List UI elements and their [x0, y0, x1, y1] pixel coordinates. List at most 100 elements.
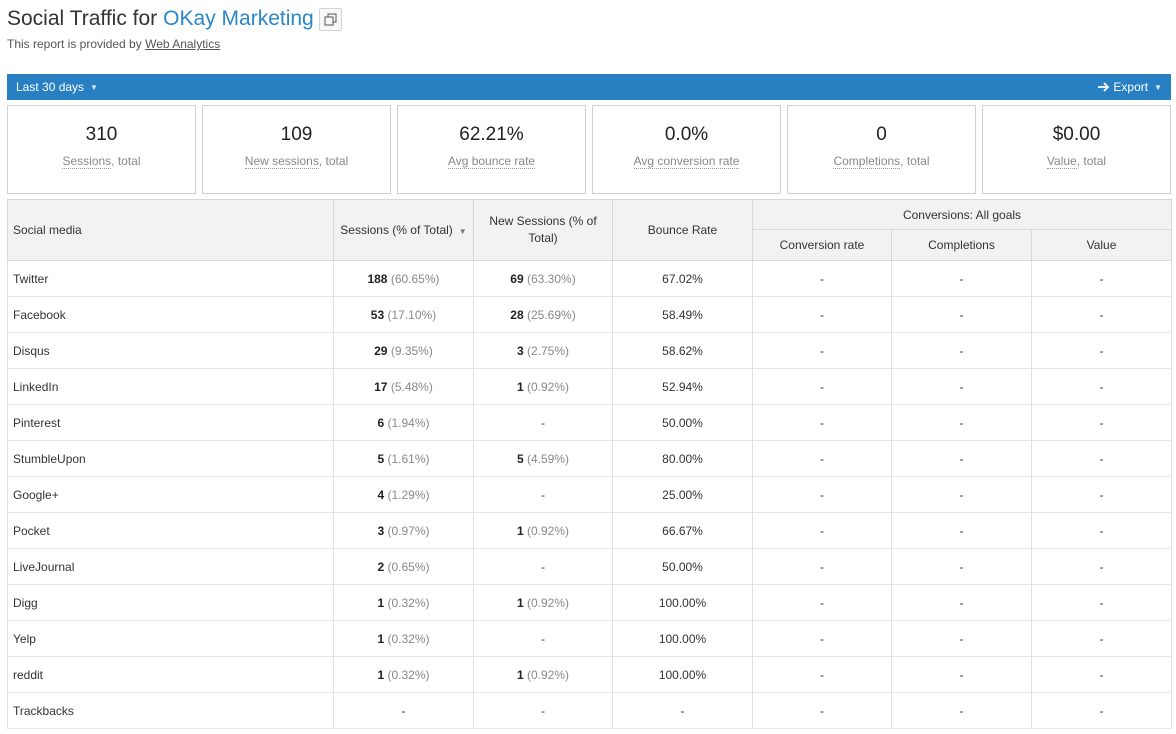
table-row[interactable]: StumbleUpon 5 (1.61%) 5 (4.59%) 80.00% - - - — [7, 440, 1172, 477]
table-body: Twitter 188 (60.65%) 69 (63.30%) 67.02% - - - F… — [7, 260, 1172, 729]
sessions-cell-value: 1 — [377, 631, 385, 646]
conversion-rate-cell: - — [752, 692, 892, 729]
value-cell: - — [1031, 440, 1172, 477]
date-range-dropdown[interactable]: Last 30 days ▼ — [16, 74, 98, 100]
card-sessions: 310 Sessions, total — [7, 105, 196, 194]
bounce-rate-cell: 66.67% — [612, 512, 753, 549]
column-header-value[interactable]: Value — [1031, 229, 1172, 261]
sessions-cell-value: 188 — [367, 271, 388, 286]
value-cell: - — [1031, 260, 1172, 297]
table-row[interactable]: LiveJournal 2 (0.65%) - 50.00% - - - — [7, 548, 1172, 585]
conversion-rate-cell: - — [752, 656, 892, 693]
card-label: Value, total — [983, 154, 1170, 169]
table-row[interactable]: Disqus 29 (9.35%) 3 (2.75%) 58.62% - - - — [7, 332, 1172, 369]
summary-cards: 310 Sessions, total 109 New sessions, to… — [7, 105, 1171, 194]
social-traffic-table: Social media Sessions (% of Total) ▼ New … — [7, 199, 1172, 729]
card-label: New sessions, total — [203, 154, 390, 169]
column-header-bounce-rate[interactable]: Bounce Rate — [612, 199, 753, 261]
new-sessions-cell: - — [473, 692, 613, 729]
report-toolbar: Last 30 days ▼ Export ▼ — [7, 74, 1171, 100]
new-sessions-cell-percent: (0.92%) — [527, 595, 570, 610]
sessions-cell-value: 4 — [377, 487, 385, 502]
completions-cell: - — [891, 656, 1032, 693]
sessions-cell-percent: (5.48%) — [390, 379, 433, 394]
new-sessions-cell: 28 (25.69%) — [473, 296, 613, 333]
sessions-cell-value: 1 — [377, 595, 385, 610]
card-label: Avg conversion rate — [593, 154, 780, 169]
column-header-social-media[interactable]: Social media — [7, 199, 334, 261]
sessions-cell: 1 (0.32%) — [333, 620, 474, 657]
bounce-rate-cell: 100.00% — [612, 656, 753, 693]
sessions-cell-value: 6 — [377, 415, 385, 430]
table-row[interactable]: Twitter 188 (60.65%) 69 (63.30%) 67.02% - - - — [7, 260, 1172, 297]
card-value: $0.00 — [1052, 124, 1101, 145]
new-sessions-cell: - — [473, 548, 613, 585]
table-row[interactable]: Trackbacks - - ---- — [7, 692, 1172, 729]
new-sessions-cell-value: 3 — [516, 343, 524, 358]
provider-link[interactable]: Web Analytics — [145, 37, 221, 51]
new-sessions-cell-value: 1 — [516, 523, 524, 538]
new-sessions-cell: 3 (2.75%) — [473, 332, 613, 369]
sessions-cell-percent: (1.94%) — [387, 415, 430, 430]
sessions-cell-percent: (60.65%) — [390, 271, 440, 286]
new-sessions-cell-percent: (4.59%) — [527, 451, 570, 466]
card-label-link[interactable]: Value — [1046, 154, 1077, 169]
table-row[interactable]: reddit 1 (0.32%) 1 (0.92%) 100.00% - - - — [7, 656, 1172, 693]
table-row[interactable]: Yelp 1 (0.32%) - 100.00% - - - — [7, 620, 1172, 657]
report-subtitle: This report is provided by Web Analytics — [7, 37, 220, 51]
card-label-link[interactable]: Avg bounce rate — [447, 154, 536, 169]
new-sessions-cell-percent: (25.69%) — [527, 307, 576, 322]
conversion-rate-cell: - — [752, 476, 892, 513]
copy-button[interactable] — [318, 7, 342, 31]
new-sessions-cell-value: - — [541, 415, 545, 430]
card-label-link[interactable]: New sessions — [244, 154, 319, 169]
column-header-completions[interactable]: Completions — [891, 229, 1032, 261]
bounce-rate-cell: 67.02% — [612, 260, 753, 297]
completions-cell: - — [891, 692, 1032, 729]
table-row[interactable]: Facebook 53 (17.10%) 28 (25.69%) 58.49% - - - — [7, 296, 1172, 333]
card-label-link[interactable]: Completions — [833, 154, 901, 169]
sessions-cell: 29 (9.35%) — [333, 332, 474, 369]
sessions-cell: - — [333, 692, 474, 729]
new-sessions-cell-percent: (0.92%) — [527, 523, 570, 538]
value-cell: - — [1031, 548, 1172, 585]
table-row[interactable]: LinkedIn 17 (5.48%) 1 (0.92%) 52.94% - - - — [7, 368, 1172, 405]
bounce-rate-cell: 100.00% — [612, 620, 753, 657]
table-row[interactable]: Pocket 3 (0.97%) 1 (0.92%) 66.67% - - - — [7, 512, 1172, 549]
card-label: Sessions, total — [8, 154, 195, 169]
card-label: Completions, total — [788, 154, 975, 169]
column-header-new-sessions[interactable]: New Sessions (% of Total) — [473, 199, 613, 261]
new-sessions-cell: 5 (4.59%) — [473, 440, 613, 477]
column-header-sessions[interactable]: Sessions (% of Total) ▼ — [333, 199, 474, 261]
conversion-rate-cell: - — [752, 296, 892, 333]
card-label-link[interactable]: Avg conversion rate — [633, 154, 740, 169]
new-sessions-cell-value: 69 — [510, 271, 524, 286]
value-cell: - — [1031, 620, 1172, 657]
sessions-cell-percent: (0.97%) — [387, 523, 430, 538]
table-row[interactable]: Pinterest 6 (1.94%) - 50.00% - - - — [7, 404, 1172, 441]
bounce-rate-cell: 25.00% — [612, 476, 753, 513]
sessions-cell: 1 (0.32%) — [333, 656, 474, 693]
card-label-link[interactable]: Sessions — [62, 154, 112, 169]
site-name-link[interactable]: OKay Marketing — [163, 7, 314, 30]
sessions-cell: 3 (0.97%) — [333, 512, 474, 549]
social-media-name: Twitter — [7, 260, 334, 297]
completions-cell: - — [891, 404, 1032, 441]
card-completions: 0 Completions, total — [787, 105, 976, 194]
conversion-rate-cell: - — [752, 332, 892, 369]
page-title-prefix: Social Traffic for — [7, 7, 158, 30]
table-row[interactable]: Google+ 4 (1.29%) - 25.00% - - - — [7, 476, 1172, 513]
sessions-cell: 2 (0.65%) — [333, 548, 474, 585]
value-cell: - — [1031, 476, 1172, 513]
new-sessions-cell: 69 (63.30%) — [473, 260, 613, 297]
new-sessions-cell-percent: (0.92%) — [527, 379, 570, 394]
column-header-label: Sessions (% of Total) — [340, 223, 453, 237]
sessions-cell-percent: (1.61%) — [387, 451, 430, 466]
page-title: Social Traffic for OKay Marketing — [7, 4, 342, 34]
column-header-conversion-rate[interactable]: Conversion rate — [752, 229, 892, 261]
export-button[interactable]: Export ▼ — [1097, 74, 1162, 100]
table-row[interactable]: Digg 1 (0.32%) 1 (0.92%) 100.00% - - - — [7, 584, 1172, 621]
completions-cell: - — [891, 440, 1032, 477]
conversion-rate-cell: - — [752, 512, 892, 549]
new-sessions-cell-value: 1 — [516, 667, 524, 682]
